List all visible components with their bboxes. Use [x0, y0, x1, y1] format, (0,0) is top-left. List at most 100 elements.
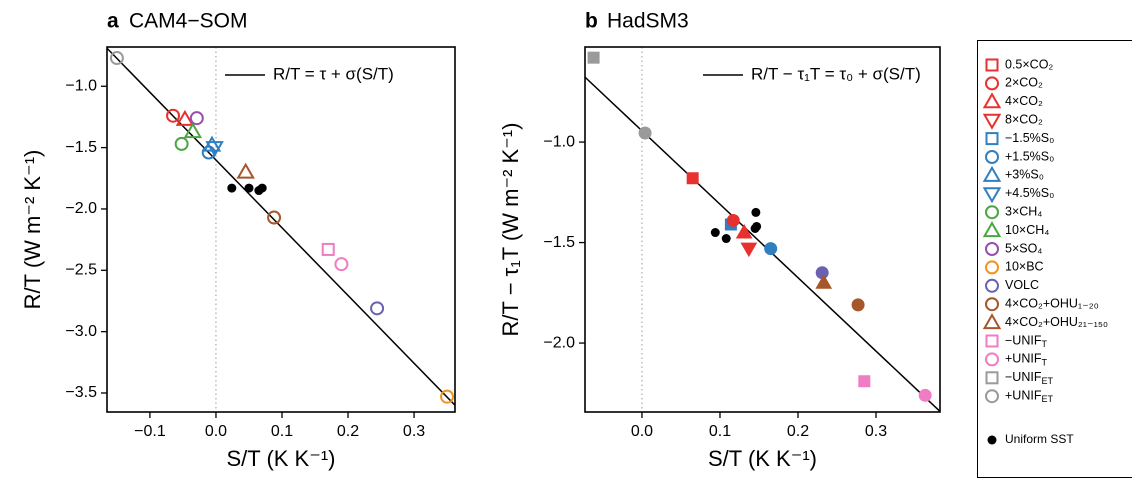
legend-label: VOLC — [1005, 278, 1039, 292]
data-point — [257, 183, 267, 193]
legend-marker — [982, 313, 1002, 330]
x-tick-label: −0.1 — [134, 423, 166, 440]
data-point — [227, 183, 237, 193]
plot-frame — [106, 46, 456, 413]
data-point — [587, 51, 600, 64]
legend-label: 10×CH₄ — [1005, 223, 1049, 237]
legend-label: 0.5×CO₂ — [1005, 57, 1053, 71]
y-axis-label: R/T − τ₁T (W m⁻² K⁻¹) — [498, 123, 523, 337]
legend-label: −UNIFT — [1005, 333, 1047, 349]
legend-marker — [985, 76, 999, 91]
legend-marker — [982, 92, 1002, 109]
x-tick-label: 0.0 — [631, 423, 653, 440]
legend-marker — [985, 352, 999, 367]
fit-legend-label: R/T − τ₁T = τ₀ + σ(S/T) — [751, 64, 921, 83]
x-tick-label: 0.3 — [865, 423, 887, 440]
legend-label: +4.5%S₀ — [1005, 186, 1054, 200]
legend-label: 8×CO₂ — [1005, 112, 1043, 126]
legend-label: 4×CO₂+OHU₂₁₋₁₅₀ — [1005, 315, 1108, 329]
legend-marker — [982, 187, 1002, 204]
y-tick-label: −1.5 — [65, 139, 97, 156]
x-tick-label: 0.0 — [205, 423, 227, 440]
legend-marker — [985, 242, 999, 256]
legend-label: 10×BC — [1005, 260, 1044, 274]
data-point — [109, 51, 124, 66]
legend-label: +3%S₀ — [1005, 168, 1044, 182]
legend-subscript: ET — [1041, 395, 1053, 405]
data-point — [175, 109, 195, 126]
y-tick-label: −1.0 — [543, 133, 575, 150]
legend-label: 3×CH₄ — [1005, 204, 1042, 218]
legend-label: Uniform SST — [1005, 432, 1074, 446]
data-point — [815, 266, 829, 280]
legend-label: 4×CO₂ — [1005, 94, 1043, 108]
y-tick-label: −1.0 — [65, 77, 97, 94]
panel-label: a — [107, 10, 119, 33]
data-point — [244, 183, 254, 193]
panel-label: b — [585, 10, 598, 33]
legend-label: 5×SO₄ — [1005, 241, 1042, 255]
data-point — [334, 257, 349, 272]
data-point — [918, 388, 932, 402]
y-tick-label: −2.5 — [65, 262, 97, 279]
legend-marker — [985, 371, 999, 385]
plot-area — [585, 76, 940, 412]
legend-marker — [985, 132, 999, 146]
data-point — [735, 224, 753, 239]
fit-legend-label: R/T = τ + σ(S/T) — [273, 64, 394, 83]
x-axis-label: S/T (K K⁻¹) — [227, 446, 336, 471]
legend-marker — [985, 205, 999, 220]
legend-label: −UNIFET — [1005, 370, 1053, 386]
legend-marker — [985, 389, 999, 404]
data-point — [267, 210, 282, 225]
plot-frame — [584, 46, 941, 413]
legend-label: +UNIFT — [1005, 352, 1047, 368]
legend-label: +1.5%S₀ — [1005, 149, 1054, 163]
legend-marker — [985, 334, 999, 348]
data-point — [726, 213, 740, 227]
data-point — [764, 242, 778, 256]
y-tick-label: −3.0 — [65, 323, 97, 340]
legend-marker — [987, 435, 997, 445]
data-point — [236, 162, 255, 179]
x-tick-label: 0.1 — [271, 423, 293, 440]
legend-label: +UNIFET — [1005, 388, 1053, 404]
data-point — [440, 389, 455, 404]
data-point — [370, 301, 385, 316]
data-point — [166, 108, 181, 123]
legend-label: −1.5%S₀ — [1005, 131, 1054, 145]
legend-marker — [985, 297, 999, 312]
y-axis-label: R/T (W m⁻² K⁻¹) — [20, 150, 45, 310]
legend-label: 2×CO₂ — [1005, 76, 1043, 90]
plot-area — [107, 47, 455, 406]
data-point — [189, 111, 204, 126]
data-point — [740, 242, 758, 258]
data-point — [858, 375, 871, 388]
data-point — [721, 234, 731, 244]
legend-marker — [985, 278, 999, 293]
legend-frame — [977, 40, 1132, 478]
x-axis-label: S/T (K K⁻¹) — [708, 446, 817, 471]
panel-title: HadSM3 — [607, 10, 689, 33]
legend-subscript: ET — [1041, 376, 1053, 386]
data-point — [851, 298, 865, 312]
data-point — [638, 126, 652, 140]
data-point — [183, 122, 203, 139]
x-tick-label: 0.1 — [709, 423, 731, 440]
legend-label: 4×CO₂+OHU₁₋₂₀ — [1005, 296, 1099, 310]
y-tick-label: −2.0 — [543, 334, 575, 351]
data-point — [321, 242, 335, 256]
legend-marker — [982, 221, 1002, 238]
data-point — [815, 274, 833, 289]
legend-marker — [985, 58, 999, 72]
legend-marker — [985, 260, 999, 275]
legend-marker — [985, 150, 999, 164]
x-tick-label: 0.2 — [787, 423, 809, 440]
data-point — [205, 141, 224, 158]
legend-subscript: T — [1041, 358, 1047, 368]
legend-marker — [982, 165, 1002, 182]
fit-line — [107, 47, 455, 406]
x-tick-label: 0.3 — [403, 423, 425, 440]
